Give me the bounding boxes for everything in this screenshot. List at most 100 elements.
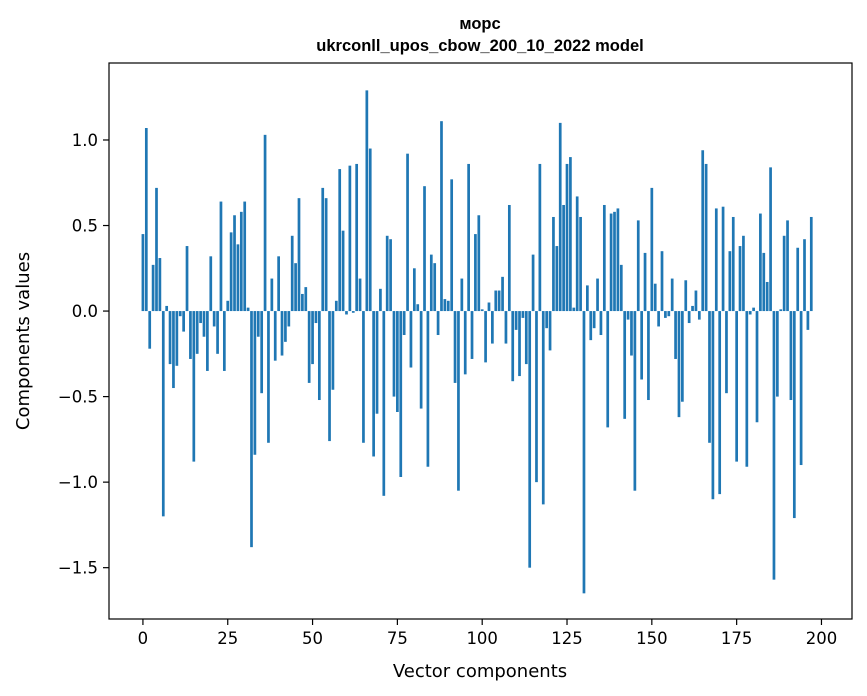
bar-148	[643, 252, 647, 312]
bar-119	[545, 311, 549, 329]
bar-35	[260, 311, 264, 394]
bar-75	[396, 311, 399, 412]
bar-64	[358, 278, 362, 312]
bar-182	[759, 213, 762, 312]
x-tick-label: 50	[302, 629, 323, 648]
bar-164	[697, 311, 701, 320]
bar-120	[548, 311, 552, 351]
bar-45	[294, 263, 297, 312]
bar-105	[497, 290, 501, 312]
bar-46	[297, 198, 301, 312]
bar-76	[399, 311, 403, 477]
bar-123	[558, 122, 562, 312]
bar-107	[504, 311, 508, 344]
bar-63	[355, 163, 359, 312]
bar-191	[789, 311, 793, 401]
bar-102	[487, 302, 491, 312]
x-tick-label: 200	[806, 629, 838, 648]
bar-197	[809, 216, 813, 312]
bar-96	[467, 163, 470, 312]
bar-29	[239, 211, 243, 312]
bar-10	[175, 311, 179, 366]
bar-190	[786, 220, 789, 312]
chart-title: морс	[459, 15, 500, 33]
bar-110	[514, 311, 518, 330]
bar-16	[195, 311, 199, 354]
bar-178	[745, 311, 749, 467]
y-tick-label: −1.5	[58, 559, 98, 578]
x-tick-label: 175	[721, 629, 753, 648]
bar-134	[596, 278, 599, 312]
bar-177	[742, 235, 745, 312]
bar-91	[450, 179, 454, 312]
bar-180	[752, 307, 755, 312]
bar-86	[433, 263, 437, 312]
y-tick-label: −0.5	[58, 388, 98, 407]
bar-77	[402, 311, 406, 336]
bar-47	[301, 293, 304, 312]
bar-121	[552, 216, 555, 312]
bar-38	[270, 278, 274, 312]
bar-14	[189, 311, 192, 359]
bar-152	[657, 311, 660, 327]
bar-55	[328, 311, 331, 442]
bar-104	[494, 290, 498, 312]
bar-88	[440, 121, 443, 312]
bar-151	[653, 283, 657, 312]
bar-165	[701, 150, 705, 312]
bar-31	[246, 307, 250, 312]
bar-156	[670, 278, 674, 312]
bar-128	[575, 196, 579, 312]
bar-80	[412, 268, 416, 312]
bar-12	[182, 311, 185, 332]
bar-61	[348, 165, 352, 312]
bar-117	[538, 163, 542, 312]
bar-189	[782, 235, 786, 312]
bar-150	[650, 187, 654, 312]
bar-36	[263, 134, 267, 312]
bar-94	[460, 278, 464, 312]
bar-106	[501, 276, 504, 312]
bar-0	[141, 234, 145, 312]
bar-142	[623, 311, 627, 419]
bar-5	[158, 258, 162, 312]
bar-99	[477, 215, 481, 312]
bar-69	[375, 311, 379, 414]
bar-157	[674, 311, 677, 359]
bar-70	[379, 288, 382, 312]
bar-78	[406, 153, 409, 312]
y-axis-label: Components values	[13, 252, 34, 430]
bar-146	[636, 220, 640, 312]
bar-32	[250, 311, 253, 548]
bar-71	[382, 311, 386, 496]
bar-65	[362, 311, 365, 443]
bar-98	[474, 234, 477, 312]
bar-158	[677, 311, 681, 418]
bar-154	[664, 311, 667, 318]
bar-181	[755, 311, 759, 423]
bar-183	[762, 252, 766, 312]
bar-176	[738, 246, 742, 312]
bar-56	[331, 311, 335, 390]
bar-17	[199, 311, 202, 324]
bar-83	[423, 186, 426, 312]
bar-92	[453, 311, 457, 383]
y-tick-label: 0.0	[72, 302, 98, 321]
bar-131	[586, 285, 589, 312]
bar-188	[779, 309, 783, 312]
bar-171	[721, 206, 725, 312]
bar-162	[691, 305, 694, 312]
bar-95	[463, 311, 467, 375]
bar-60	[345, 311, 348, 315]
bar-143	[626, 311, 630, 320]
bar-87	[436, 311, 440, 336]
bar-41	[280, 311, 284, 356]
bar-167	[708, 311, 711, 443]
bar-115	[531, 254, 535, 312]
bar-137	[606, 311, 610, 428]
bar-68	[372, 311, 375, 457]
bar-136	[602, 204, 606, 312]
bar-82	[419, 311, 423, 409]
bar-129	[579, 216, 582, 312]
bar-66	[365, 90, 369, 312]
